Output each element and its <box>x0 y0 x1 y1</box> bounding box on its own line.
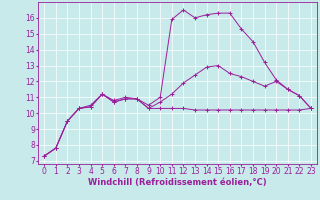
X-axis label: Windchill (Refroidissement éolien,°C): Windchill (Refroidissement éolien,°C) <box>88 178 267 187</box>
